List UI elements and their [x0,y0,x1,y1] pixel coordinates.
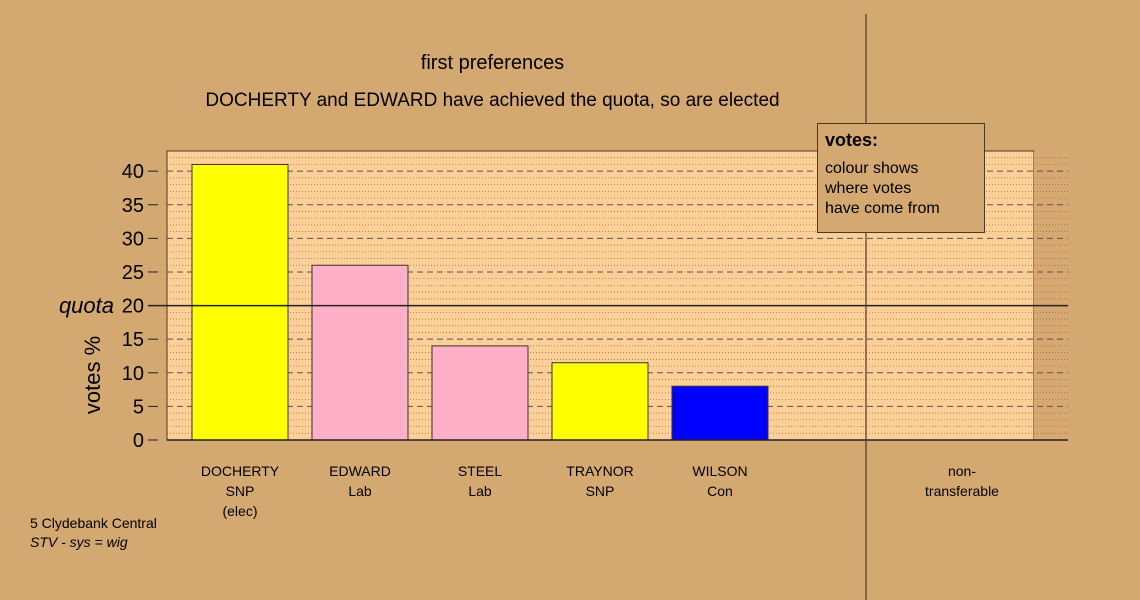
bar-docherty [191,163,289,441]
x-label-docherty: DOCHERTY [201,463,280,479]
y-tick-label: 25 [122,262,144,284]
x-label-edward: Lab [348,483,372,499]
y-tick-label: 15 [122,329,144,351]
x-label-traynor: SNP [586,483,615,499]
chart-title: first preferences [420,52,565,74]
bar-wilson [671,385,769,441]
x-label-docherty: (elec) [222,503,257,519]
y-tick-labels: 0 5 10 15 20 25 30 35 40 [122,161,158,452]
x-label-edward: EDWARD [329,463,391,479]
y-tick-label: 35 [122,195,144,217]
y-tick-label: 40 [122,161,144,183]
bar-edward [311,264,409,441]
legend-title: votes: [825,130,879,150]
x-label-nontransferable: non- [948,463,976,479]
x-tick-labels: DOCHERTY SNP (elec) EDWARD Lab STEEL Lab TRAYNO… [201,463,999,519]
y-tick-label: 10 [122,363,144,385]
bar-steel [431,345,529,441]
footer-ward: 5 Clydebank Central [30,515,157,531]
y-tick-label: 0 [133,430,144,452]
x-label-wilson: Con [707,483,733,499]
bar-traynor [551,362,649,441]
legend-box: votes: colour shows where votes have com… [817,123,985,233]
y-tick-label: 20 [122,296,144,318]
y-tick-label: 30 [122,228,144,250]
nontransferable-area [1034,151,1068,440]
y-tick-label: 5 [133,396,144,418]
x-label-nontransferable: transferable [925,483,999,499]
bars [191,163,769,441]
axes [148,14,1068,600]
x-label-steel: STEEL [458,463,503,479]
chart-subtitle: DOCHERTY and EDWARD have achieved the qu… [205,90,780,111]
footer-system: STV - sys = wig [30,534,128,550]
y-axis-label: votes % [80,336,105,414]
x-label-docherty: SNP [226,483,255,499]
x-label-steel: Lab [468,483,492,499]
x-label-wilson: WILSON [692,463,747,479]
x-label-traynor: TRAYNOR [566,463,633,479]
quota-label: quota [59,293,114,318]
legend-text: colour shows where votes have come from [825,160,940,217]
